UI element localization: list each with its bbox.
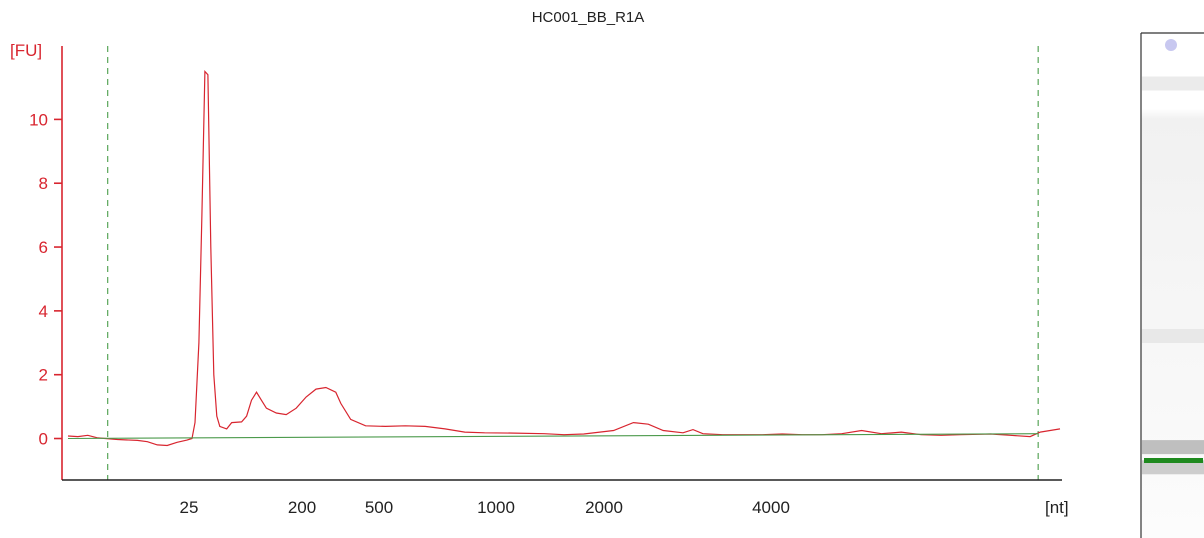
gel-band	[1142, 440, 1204, 455]
y-tick-label: 2	[39, 366, 48, 385]
gel-band	[1142, 460, 1204, 475]
gel-band	[1142, 76, 1204, 91]
y-tick-label: 6	[39, 238, 48, 257]
x-axis-unit-label: [nt]	[1045, 498, 1069, 517]
gel-top-dot	[1165, 39, 1177, 51]
chart-title: HC001_BB_R1A	[532, 9, 645, 26]
x-tick-label: 200	[288, 498, 316, 517]
x-tick-label: 4000	[752, 498, 790, 517]
gel-lane-background	[1141, 33, 1204, 538]
series-layer	[67, 70, 1061, 447]
gel-band	[1142, 329, 1204, 343]
y-axis-unit-label: [FU]	[10, 41, 42, 60]
y-tick-label: 8	[39, 174, 48, 193]
x-tick-label: 2000	[585, 498, 623, 517]
x-ticks: 25 200 500 1000 2000 4000	[180, 498, 790, 517]
y-ticks: 0 2 4 6 8 10	[29, 110, 62, 449]
gel-marker-band	[1144, 458, 1203, 463]
x-tick-label: 1000	[477, 498, 515, 517]
x-tick-label: 25	[180, 498, 199, 517]
y-tick-label: 0	[39, 430, 48, 449]
x-tick-label: 500	[365, 498, 393, 517]
y-tick-label: 4	[39, 302, 48, 321]
gel-lane-panel	[1140, 32, 1204, 538]
signal-series-line	[67, 70, 1061, 447]
y-tick-label: 10	[29, 110, 48, 129]
baseline-series-line	[67, 433, 1039, 440]
